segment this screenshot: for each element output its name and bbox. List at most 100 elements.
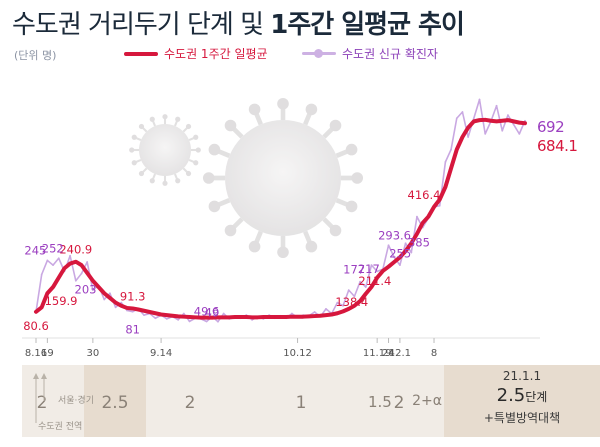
daily-point <box>222 312 225 315</box>
weekly-point <box>257 316 259 318</box>
weekly-point <box>245 316 247 318</box>
virus-spike-tip <box>195 147 201 153</box>
virus-spike-tip <box>193 160 199 166</box>
weekly-series <box>34 117 527 320</box>
daily-point <box>404 242 407 245</box>
weekly-point <box>348 308 350 310</box>
daily-point <box>501 129 504 132</box>
weekly-point <box>478 119 481 121</box>
daily-data-label: 81 <box>125 323 140 337</box>
daily-point <box>40 273 43 276</box>
daily-point <box>143 314 145 317</box>
daily-point <box>91 289 94 292</box>
daily-point <box>109 292 111 295</box>
weekly-point <box>473 120 475 122</box>
daily-point <box>188 320 191 323</box>
weekly-point <box>296 316 299 318</box>
virus-spike-tip <box>305 103 318 116</box>
virus-spike-tip <box>305 240 318 253</box>
weekly-point <box>92 280 94 282</box>
weekly-point <box>240 316 242 318</box>
daily-point <box>444 161 447 163</box>
daily-point <box>131 310 134 313</box>
weekly-point <box>501 120 503 122</box>
weekly-point <box>456 148 458 151</box>
daily-point <box>205 320 208 323</box>
daily-data-label: 49.6 <box>194 305 220 319</box>
weekly-point <box>41 306 43 308</box>
daily-point <box>74 279 77 282</box>
stage-final-date: 21.1.1 <box>502 369 542 383</box>
weekly-point <box>166 314 168 316</box>
title-regular: 수도권 거리두기 단계 및 <box>12 10 271 40</box>
daily-point <box>376 270 379 273</box>
weekly-point <box>228 316 230 318</box>
virus-spike-tip <box>224 119 237 132</box>
daily-data-label: 177 <box>343 263 365 277</box>
weekly-point <box>524 122 526 124</box>
daily-point <box>342 304 344 307</box>
daily-point <box>313 311 316 313</box>
daily-data-label: 217 <box>358 262 380 276</box>
daily-point <box>461 111 464 113</box>
daily-data-label: 293.6 <box>378 228 411 242</box>
weekly-point <box>35 311 37 313</box>
virus-illustration <box>129 97 364 259</box>
page-title: 수도권 거리두기 단계 및 1주간 일평균 추이 <box>12 4 465 41</box>
weekly-data-label: 159.9 <box>45 294 78 308</box>
weekly-point <box>234 316 236 318</box>
daily-point <box>80 272 83 275</box>
daily-point <box>154 317 157 320</box>
stage-band-final <box>444 365 600 437</box>
region-label-seoul-gyeonggi: 서울·경기 <box>58 396 94 406</box>
weekly-point <box>467 127 469 129</box>
daily-point <box>336 301 339 304</box>
daily-data-label: 252 <box>42 241 64 255</box>
weekly-point <box>109 297 111 299</box>
weekly-point <box>52 286 54 288</box>
weekly-point <box>370 286 373 288</box>
weekly-point <box>262 316 265 318</box>
weekly-point <box>63 267 66 269</box>
weekly-point <box>507 119 509 121</box>
weekly-point <box>399 256 401 258</box>
weekly-point <box>302 316 304 318</box>
x-tick-label: 19 <box>41 348 54 359</box>
weekly-point <box>154 312 157 314</box>
daily-point <box>364 286 367 288</box>
weekly-point <box>183 316 185 318</box>
weekly-point <box>268 316 270 318</box>
weekly-point <box>115 302 117 304</box>
virus-spike-tip <box>202 172 215 184</box>
daily-point <box>450 148 452 151</box>
weekly-point <box>160 313 162 316</box>
daily-point <box>495 104 498 107</box>
stage-label-6: 2 <box>393 393 405 413</box>
virus-spike-tip <box>175 116 181 122</box>
weekly-point <box>149 311 151 313</box>
x-tick-label: 10.12 <box>283 348 312 359</box>
weekly-data-label: 138.4 <box>335 295 368 309</box>
weekly-point <box>46 292 48 294</box>
daily-data-label: 49 <box>205 306 220 320</box>
daily-data-label: 203 <box>75 283 97 297</box>
daily-point <box>478 98 481 101</box>
daily-point <box>370 264 373 267</box>
daily-point <box>416 215 418 218</box>
virus-spike-tip <box>329 224 342 237</box>
legend-daily-label: 수도권 신규 확진자 <box>342 47 438 61</box>
virus-small-icon <box>129 114 201 186</box>
daily-point <box>347 289 350 292</box>
x-tick-label: 8.16 <box>25 348 47 359</box>
arrow-head-2 <box>41 373 47 379</box>
virus-spike-tip <box>208 143 221 156</box>
weekly-point <box>80 264 83 266</box>
stage-label-3: 2 <box>184 393 196 413</box>
weekly-point <box>69 262 71 265</box>
daily-point <box>518 132 521 135</box>
weekly-point <box>513 120 515 122</box>
weekly-point <box>132 307 134 310</box>
weekly-point <box>331 313 333 316</box>
weekly-point <box>200 317 202 319</box>
